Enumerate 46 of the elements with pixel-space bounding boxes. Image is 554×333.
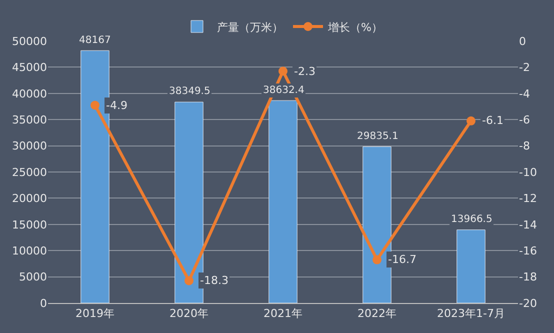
y-tick-label: 45000 (12, 61, 47, 74)
y2-tick-label: 0 (519, 34, 526, 48)
x-tick-label: 2021年 (264, 307, 302, 320)
y-tick-label: 15000 (12, 218, 47, 232)
data-label: 29835.1 (357, 131, 398, 142)
data-label: 48167 (79, 35, 111, 46)
y2-tick-label: -16 (519, 244, 537, 258)
y2-tick-label: -18 (519, 270, 537, 284)
y-tick-label: 50000 (12, 34, 47, 48)
x-tick-label: 2019年 (76, 307, 114, 320)
point (372, 255, 382, 264)
legend-label: 增长（%） (327, 20, 382, 34)
point (466, 116, 476, 126)
data-label: 38349.5 (169, 86, 210, 97)
y-tick-label: 30000 (12, 140, 47, 153)
y2-tick-label: -10 (519, 166, 537, 179)
point (278, 66, 288, 76)
y2-tick-label: -6 (519, 113, 530, 126)
data-label: -16.7 (388, 253, 416, 266)
y-tick-label: 10000 (12, 244, 47, 258)
y2-tick-label: -20 (519, 296, 537, 310)
point (90, 100, 100, 110)
y2-tick-label: -14 (519, 218, 537, 232)
y-tick-label: 35000 (12, 113, 47, 126)
y-tick-label: 40000 (12, 87, 47, 100)
y-tick-label: 0 (40, 296, 47, 310)
data-label: 38632.4 (263, 85, 304, 96)
data-label: -18.3 (200, 274, 228, 287)
x-tick-label: 2020年 (170, 307, 208, 320)
data-label: -4.9 (106, 99, 128, 112)
y2-tick-label: -2 (519, 61, 530, 74)
legend-label: 产量（万米） (217, 20, 283, 34)
y-tick-label: 20000 (12, 192, 47, 206)
data-label: -6.1 (482, 114, 504, 127)
bar (268, 100, 298, 303)
point (184, 276, 194, 286)
x-tick-label: 2022年 (358, 307, 396, 320)
data-label: 13966.5 (451, 214, 492, 225)
bar (456, 230, 486, 303)
y2-tick-label: -8 (519, 140, 530, 153)
y-tick-label: 25000 (12, 166, 47, 179)
y-tick-label: 5000 (19, 270, 47, 284)
x-tick-label: 2023年1-7月 (437, 307, 505, 320)
y2-tick-label: -4 (519, 87, 530, 100)
y2-tick-label: -12 (519, 192, 537, 206)
data-label: -2.3 (294, 65, 316, 78)
